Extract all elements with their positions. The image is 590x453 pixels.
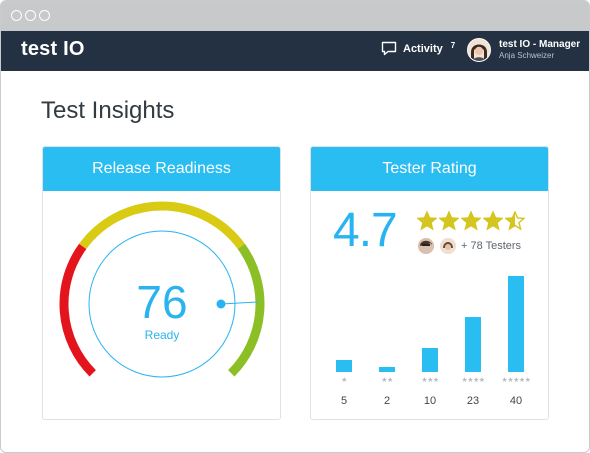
rating-bar-group: ★★ 2 <box>367 367 407 407</box>
user-role: test IO - Manager <box>499 39 581 50</box>
readiness-gauge: 76 Ready <box>59 201 265 378</box>
user-menu[interactable]: test IO - Manager Anja Schweizer <box>467 38 580 62</box>
gauge-needle <box>220 301 259 305</box>
testers-count: + 78 Testers <box>461 240 522 252</box>
rating-bar-group: ★★★ 10 <box>410 348 450 407</box>
tester-rating-card: Tester Rating 4.7 + 78 Testers ★ 5 ★★ 2 ★★★ 1… <box>310 146 549 420</box>
release-readiness-card: Release Readiness 76 Ready <box>42 146 281 420</box>
bar-star-label: ★★★ <box>421 377 439 384</box>
bar-count-label: 5 <box>340 395 348 407</box>
bar-star-label: ★★★★★ <box>501 377 531 384</box>
page-title: Test Insights <box>41 97 175 124</box>
top-navigation: test IO Activity 7 test IO - Manager Anja… <box>1 31 589 71</box>
window-titlebar <box>1 1 589 31</box>
bar-count-label: 23 <box>466 394 480 407</box>
tester-avatar <box>439 237 457 255</box>
rating-stars <box>417 211 525 231</box>
star-icon <box>483 211 503 231</box>
tester-avatars[interactable]: + 78 Testers <box>417 237 521 255</box>
gauge-segment <box>79 201 245 250</box>
activity-count-badge: 7 <box>450 41 456 50</box>
app-logo[interactable]: test IO <box>21 38 85 60</box>
gauge-indicator <box>216 299 226 309</box>
star-icon <box>461 211 481 231</box>
user-name: Anja Schweizer <box>499 51 555 60</box>
rating-bar <box>508 276 524 372</box>
bar-count-label: 2 <box>383 394 391 407</box>
rating-bar <box>422 348 438 372</box>
user-avatar <box>467 38 491 62</box>
bar-star-label: ★ <box>341 377 347 384</box>
bar-count-label: 40 <box>509 395 523 407</box>
rating-bar-group: ★★★★ 23 <box>453 316 493 407</box>
star-icon <box>439 211 459 231</box>
bar-star-label: ★★★★ <box>461 376 485 384</box>
bar-star-label: ★★ <box>381 376 393 384</box>
gauge-segment <box>228 243 265 377</box>
readiness-value: 76 <box>136 276 187 328</box>
activity-button[interactable]: Activity 7 <box>381 41 455 56</box>
rating-bar <box>336 360 352 372</box>
readiness-status: Ready <box>145 328 180 342</box>
rating-bar-group: ★ 5 <box>324 360 364 407</box>
window-close-button[interactable] <box>11 10 22 21</box>
rating-bar <box>465 316 481 372</box>
star-icon <box>505 211 525 231</box>
chat-bubble-icon <box>381 41 397 56</box>
star-icon <box>417 211 437 231</box>
bar-count-label: 10 <box>423 395 437 407</box>
activity-label: Activity <box>403 42 443 55</box>
window-maximize-button[interactable] <box>39 10 50 21</box>
release-readiness-header: Release Readiness <box>43 147 280 191</box>
average-rating: 4.7 <box>333 204 398 257</box>
gauge-segment <box>59 243 96 377</box>
rating-bar <box>379 367 395 372</box>
tester-avatar <box>417 237 435 255</box>
tester-rating-header: Tester Rating <box>311 147 548 191</box>
gauge-inner-ring <box>88 230 236 378</box>
window-minimize-button[interactable] <box>25 10 36 21</box>
rating-distribution-chart: ★ 5 ★★ 2 ★★★ 10 ★★★★ 23 ★★★★★ 40 <box>311 147 548 419</box>
rating-bar-group: ★★★★★ 40 <box>496 276 536 407</box>
